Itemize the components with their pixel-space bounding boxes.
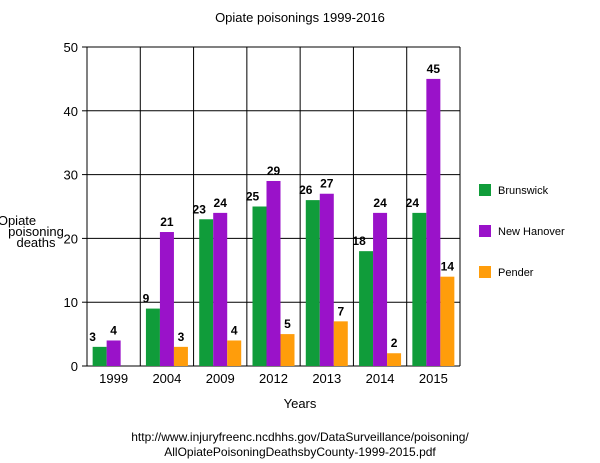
bar-brunswick-2004 [145, 308, 160, 366]
y-axis-title-line-1: Opiate [0, 213, 36, 228]
y-tick-label: 0 [71, 359, 78, 374]
x-axis-ticks: 1999 2004 2009 2012 2013 2014 2015 [99, 371, 448, 386]
y-tick-label: 30 [64, 168, 78, 183]
x-tick-label-2009: 2009 [206, 371, 235, 386]
bar-brunswick-2009 [199, 219, 214, 366]
x-tick-label-2013: 2013 [312, 371, 341, 386]
bar-brunswick-2013 [305, 200, 320, 366]
y-tick-label: 20 [64, 231, 78, 246]
x-tick-label-2015: 2015 [419, 371, 448, 386]
y-axis-title-line-2: poisoning [8, 224, 64, 239]
legend: Brunswick New Hanover Pender [479, 184, 565, 279]
legend-swatch-brunswick [479, 184, 491, 196]
data-label-new-hanover-1999: 4 [110, 323, 117, 337]
y-axis-ticks: 0 10 20 30 40 50 [64, 40, 87, 374]
legend-label-pender: Pender [498, 267, 534, 279]
data-label-pender-2015: 14 [441, 260, 455, 274]
data-label-pender-2014: 2 [391, 336, 398, 350]
data-label-pender-2013: 7 [337, 304, 344, 318]
data-label-new-hanover-2009: 24 [214, 196, 228, 210]
legend-label-brunswick: Brunswick [498, 185, 549, 197]
legend-label-new-hanover: New Hanover [498, 226, 565, 238]
data-label-brunswick-2012: 25 [246, 190, 260, 204]
data-label-pender-2012: 5 [284, 317, 291, 331]
x-tick-label-2014: 2014 [366, 371, 395, 386]
bar-new-hanover-1999 [106, 340, 121, 366]
bar-brunswick-2012 [252, 206, 267, 366]
chart-title: Opiate poisonings 1999-2016 [215, 10, 385, 25]
bar-pender-2004 [173, 346, 188, 366]
data-label-new-hanover-2015: 45 [427, 62, 441, 76]
data-label-brunswick-2009: 23 [193, 202, 207, 216]
bar-new-hanover-2013 [319, 193, 334, 366]
bar-brunswick-1999 [92, 346, 107, 366]
bar-pender-2012 [280, 334, 295, 366]
data-label-new-hanover-2012: 29 [267, 164, 281, 178]
bar-pender-2013 [333, 321, 348, 366]
y-axis-title: Opiate poisoning deaths [0, 213, 64, 250]
x-tick-label-2012: 2012 [259, 371, 288, 386]
source-url-line-2: AllOpiatePoisoningDeathsbyCounty-1999-20… [164, 445, 436, 459]
data-label-brunswick-2004: 9 [143, 292, 150, 306]
data-label-pender-2009: 4 [231, 323, 238, 337]
bar-new-hanover-2015 [426, 78, 441, 367]
bar-brunswick-2015 [412, 212, 427, 366]
grid-lines [86, 46, 461, 367]
y-tick-label: 10 [64, 295, 78, 310]
data-label-brunswick-2013: 26 [299, 183, 313, 197]
bar-pender-2009 [227, 340, 242, 366]
bar-pender-2014 [387, 353, 402, 366]
bar-new-hanover-2004 [159, 232, 174, 366]
x-tick-label-2004: 2004 [152, 371, 181, 386]
bar-brunswick-2014 [359, 251, 374, 366]
source-url-line-1: http://www.injuryfreenc.ncdhhs.gov/DataS… [131, 430, 469, 444]
bar-new-hanover-2012 [266, 180, 281, 366]
data-label-new-hanover-2013: 27 [320, 177, 334, 191]
bar-group [92, 78, 455, 367]
y-tick-label: 40 [64, 104, 78, 119]
data-label-brunswick-1999: 3 [89, 330, 96, 344]
data-label-brunswick-2014: 18 [352, 234, 366, 248]
y-axis-title-line-3: deaths [16, 235, 56, 250]
legend-swatch-pender [479, 266, 491, 278]
data-label-pender-2004: 3 [178, 330, 185, 344]
y-tick-label: 50 [64, 40, 78, 55]
data-label-new-hanover-2014: 24 [373, 196, 387, 210]
legend-swatch-new-hanover [479, 225, 491, 237]
bar-new-hanover-2009 [213, 212, 228, 366]
data-label-new-hanover-2004: 21 [160, 215, 174, 229]
x-axis-title: Years [284, 396, 317, 411]
bar-pender-2015 [440, 276, 455, 366]
data-label-brunswick-2015: 24 [406, 196, 420, 210]
x-tick-label-1999: 1999 [99, 371, 128, 386]
bar-new-hanover-2014 [373, 212, 388, 366]
